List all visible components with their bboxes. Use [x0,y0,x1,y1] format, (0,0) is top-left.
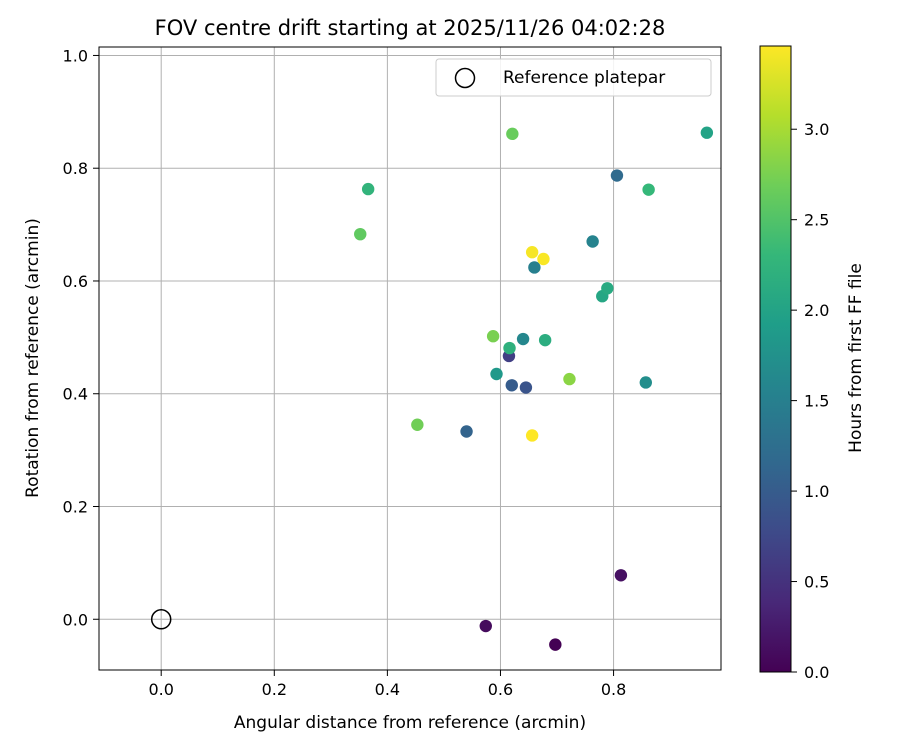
data-points [150,126,714,651]
grid-lines [99,47,721,670]
x-tick-label: 0.2 [262,680,287,699]
colorbar-tick-label: 1.0 [804,482,829,501]
x-tick-label: 0.8 [601,680,626,699]
colorbar-tick-label: 1.5 [804,392,829,411]
y-tick-label: 1.0 [63,46,88,65]
legend: Reference platepar [435,58,712,97]
data-point [503,341,516,355]
data-point [639,376,652,389]
chart-title: FOV centre drift starting at 2025/11/26 … [155,16,666,40]
colorbar-tick-label: 3.0 [804,120,829,139]
data-point [354,227,367,241]
data-point [537,252,550,266]
y-tick-label: 0.0 [63,610,88,629]
data-point [525,429,539,442]
x-tick-label: 0.0 [148,680,173,699]
axes: 0.0 0.2 0.4 0.6 0.8 0.0 0.2 0.4 0.6 0.8 1.0 [63,46,722,699]
data-point [549,638,562,651]
data-point [601,282,614,295]
data-point [563,372,576,386]
y-tick-label: 0.2 [63,497,88,516]
colorbar-label: Hours from first FF file [846,263,866,453]
y-tick-label: 0.8 [63,159,88,178]
data-point [586,235,599,248]
x-tick-label: 0.4 [375,680,400,699]
data-point [528,261,541,274]
colorbar: 0.0 0.5 1.0 1.5 2.0 2.5 3.0 [759,45,829,682]
data-point [479,619,492,633]
x-axis-title: Angular distance from reference (arcmin) [234,713,586,733]
legend-frame [435,58,712,97]
colorbar-tick-label: 2.5 [804,211,829,230]
data-point [490,367,503,381]
colorbar-tick-label: 0.0 [804,663,829,682]
data-point [411,418,424,431]
colorbar-bar [759,45,792,673]
data-point [516,332,530,346]
data-point [506,127,519,141]
data-point [525,246,539,259]
data-point [642,183,655,196]
legend-reference-marker [454,67,476,89]
data-point [460,425,473,438]
data-point [361,182,375,196]
data-point [610,169,624,182]
data-point [519,381,533,394]
data-point [505,379,518,392]
reference-point-marker [150,609,172,630]
legend-reference-label: Reference platepar [503,68,665,88]
data-point [538,333,552,347]
colorbar-tick-label: 0.5 [804,573,829,592]
y-tick-label: 0.4 [63,385,88,404]
data-point [700,126,714,139]
data-point [614,569,628,582]
y-axis-title: Rotation from reference (arcmin) [23,218,43,498]
y-tick-label: 0.6 [63,272,88,291]
x-tick-label: 0.6 [488,680,513,699]
colorbar-tick-label: 2.0 [804,301,829,320]
plot-frame [98,46,722,671]
data-point [486,330,500,343]
